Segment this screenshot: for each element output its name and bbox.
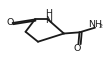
Text: O: O (74, 44, 81, 53)
Text: O: O (6, 18, 13, 27)
Text: NH: NH (88, 20, 102, 29)
Text: H: H (45, 9, 52, 18)
Text: 2: 2 (98, 24, 102, 29)
Text: N: N (45, 16, 52, 25)
